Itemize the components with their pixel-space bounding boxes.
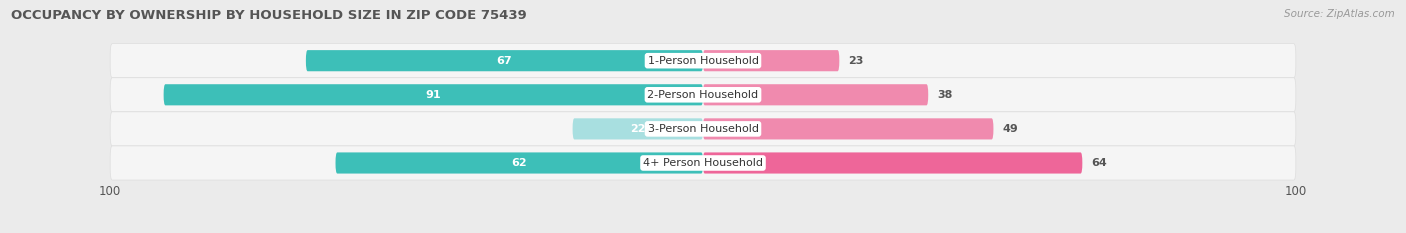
Text: 2-Person Household: 2-Person Household <box>647 90 759 100</box>
FancyBboxPatch shape <box>703 84 928 105</box>
Text: 1-Person Household: 1-Person Household <box>648 56 758 66</box>
FancyBboxPatch shape <box>110 78 1296 112</box>
Text: 23: 23 <box>848 56 863 66</box>
Text: 62: 62 <box>512 158 527 168</box>
Text: Source: ZipAtlas.com: Source: ZipAtlas.com <box>1284 9 1395 19</box>
FancyBboxPatch shape <box>163 84 703 105</box>
Text: 64: 64 <box>1091 158 1107 168</box>
FancyBboxPatch shape <box>110 146 1296 180</box>
Text: 67: 67 <box>496 56 512 66</box>
Text: 49: 49 <box>1002 124 1018 134</box>
FancyBboxPatch shape <box>703 152 1083 174</box>
FancyBboxPatch shape <box>703 118 994 140</box>
FancyBboxPatch shape <box>110 44 1296 78</box>
FancyBboxPatch shape <box>703 50 839 71</box>
FancyBboxPatch shape <box>307 50 703 71</box>
Text: 3-Person Household: 3-Person Household <box>648 124 758 134</box>
FancyBboxPatch shape <box>572 118 703 140</box>
Text: 38: 38 <box>938 90 952 100</box>
Text: 22: 22 <box>630 124 645 134</box>
Text: OCCUPANCY BY OWNERSHIP BY HOUSEHOLD SIZE IN ZIP CODE 75439: OCCUPANCY BY OWNERSHIP BY HOUSEHOLD SIZE… <box>11 9 527 22</box>
Text: 4+ Person Household: 4+ Person Household <box>643 158 763 168</box>
Text: 91: 91 <box>426 90 441 100</box>
FancyBboxPatch shape <box>110 112 1296 146</box>
FancyBboxPatch shape <box>336 152 703 174</box>
